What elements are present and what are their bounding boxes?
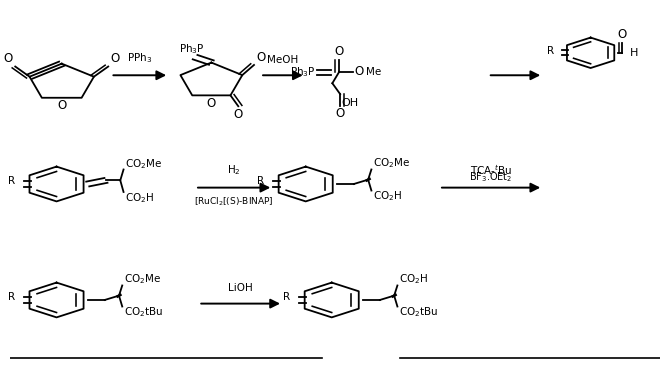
Text: CO$_2$H: CO$_2$H	[399, 272, 428, 286]
Text: BF$_3$.OEt$_2$: BF$_3$.OEt$_2$	[469, 170, 512, 184]
Text: TCA-$^t$Bu: TCA-$^t$Bu	[470, 164, 512, 177]
Text: R: R	[257, 176, 264, 186]
Text: H: H	[630, 48, 638, 58]
Text: O: O	[3, 52, 13, 65]
Text: Ph$_3$P: Ph$_3$P	[179, 42, 205, 56]
Text: O: O	[618, 28, 627, 41]
Text: O: O	[207, 97, 216, 110]
Text: R: R	[8, 292, 15, 302]
Text: CO$_2$tBu: CO$_2$tBu	[124, 305, 164, 319]
Text: MeOH: MeOH	[267, 55, 298, 65]
Text: CO$_2$H: CO$_2$H	[373, 190, 402, 203]
Text: PPh$_3$: PPh$_3$	[127, 51, 152, 65]
Text: CO$_2$Me: CO$_2$Me	[373, 156, 410, 170]
Text: R: R	[283, 292, 290, 302]
Text: H$_2$: H$_2$	[227, 164, 241, 177]
Text: O: O	[334, 45, 343, 58]
Text: R: R	[547, 46, 554, 56]
Text: [RuCl$_2$[(S)-BINAP]: [RuCl$_2$[(S)-BINAP]	[194, 196, 274, 208]
Text: O: O	[57, 99, 66, 112]
Text: R: R	[8, 176, 15, 186]
Text: CO$_2$tBu: CO$_2$tBu	[399, 305, 439, 319]
Text: LiOH: LiOH	[228, 283, 253, 293]
Text: O: O	[233, 109, 243, 121]
Text: O: O	[257, 50, 266, 64]
Text: Ph$_3$P: Ph$_3$P	[290, 66, 316, 79]
Text: Me: Me	[366, 67, 381, 77]
Text: CO$_2$Me: CO$_2$Me	[124, 272, 162, 286]
Text: CO$_2$Me: CO$_2$Me	[125, 157, 162, 171]
Text: O: O	[335, 107, 345, 120]
Text: OH: OH	[341, 98, 359, 108]
Text: O: O	[111, 52, 120, 65]
Text: O: O	[355, 65, 364, 78]
Text: CO$_2$H: CO$_2$H	[125, 191, 154, 205]
